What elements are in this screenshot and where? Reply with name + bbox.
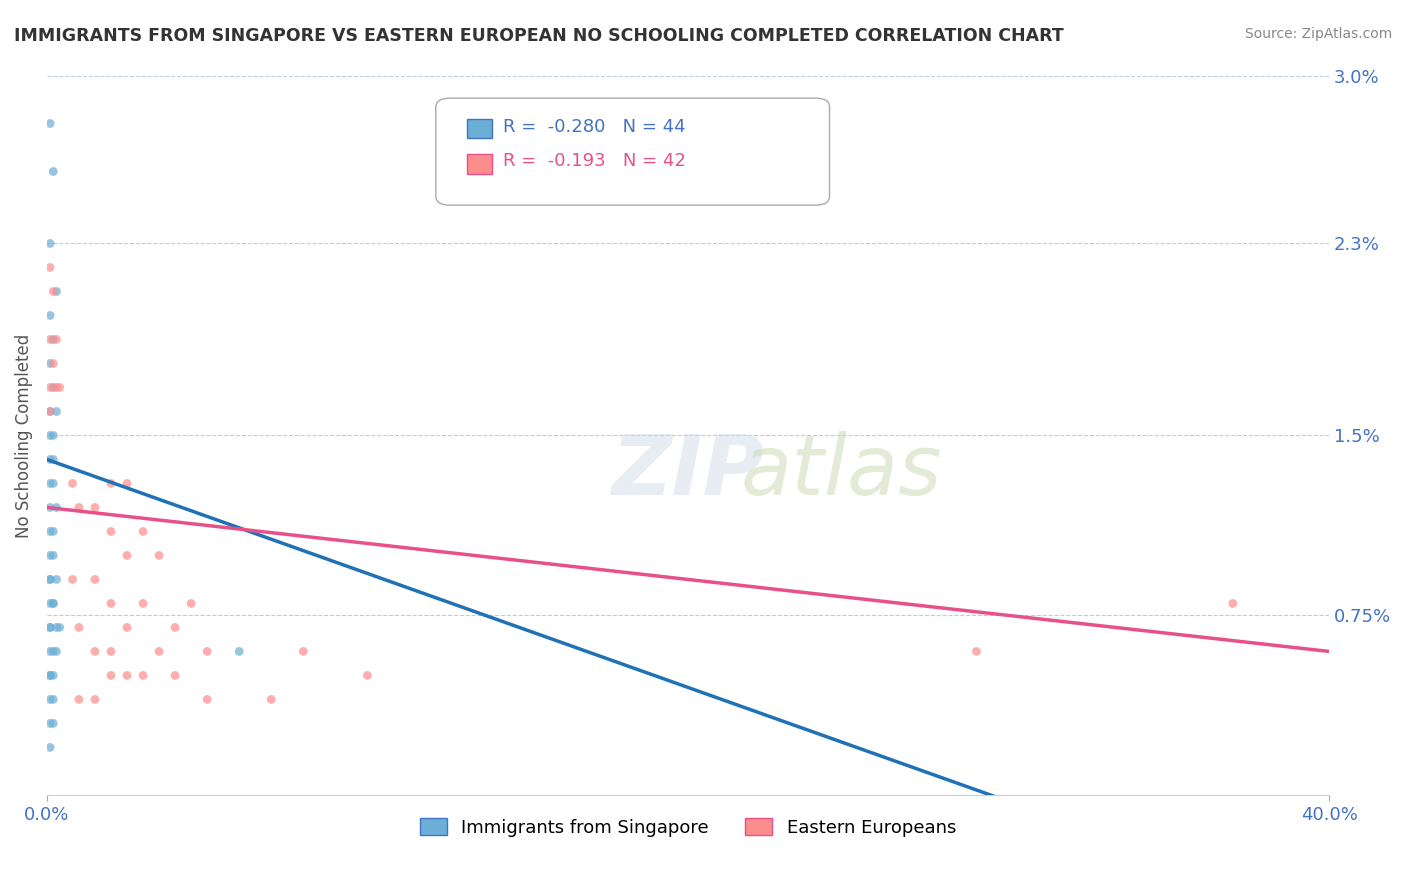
Point <box>39 380 62 394</box>
Point <box>965 644 987 658</box>
Point <box>39 404 62 418</box>
Point <box>39 309 62 323</box>
Point <box>45 333 67 347</box>
Point <box>42 668 65 682</box>
Text: IMMIGRANTS FROM SINGAPORE VS EASTERN EUROPEAN NO SCHOOLING COMPLETED CORRELATION: IMMIGRANTS FROM SINGAPORE VS EASTERN EUR… <box>14 27 1064 45</box>
Point <box>39 740 62 755</box>
Text: R =  -0.280   N = 44: R = -0.280 N = 44 <box>503 118 686 136</box>
Point <box>39 236 62 251</box>
Point <box>292 644 315 658</box>
Point <box>45 500 67 515</box>
Point <box>260 692 283 706</box>
Point <box>39 573 62 587</box>
Point <box>100 476 122 491</box>
Point <box>39 668 62 682</box>
Point <box>115 476 138 491</box>
Point <box>39 620 62 634</box>
Point <box>42 285 65 299</box>
Point <box>132 524 155 539</box>
Point <box>180 596 202 610</box>
Point <box>39 692 62 706</box>
Point <box>42 476 65 491</box>
Point <box>1222 596 1244 610</box>
Point <box>132 668 155 682</box>
Point <box>115 668 138 682</box>
Point <box>42 333 65 347</box>
Text: Source: ZipAtlas.com: Source: ZipAtlas.com <box>1244 27 1392 41</box>
Point <box>45 404 67 418</box>
Point <box>39 668 62 682</box>
Point <box>67 692 90 706</box>
Point <box>42 692 65 706</box>
Point <box>148 549 170 563</box>
Point <box>42 380 65 394</box>
Point <box>195 644 218 658</box>
Point <box>67 620 90 634</box>
Point <box>62 573 84 587</box>
Point <box>45 573 67 587</box>
Point <box>67 500 90 515</box>
Point <box>42 596 65 610</box>
Point <box>39 644 62 658</box>
Point <box>84 692 107 706</box>
Point <box>39 620 62 634</box>
Point <box>45 380 67 394</box>
Point <box>356 668 378 682</box>
Point <box>165 620 187 634</box>
Text: ZIP: ZIP <box>612 431 765 512</box>
Point <box>39 356 62 370</box>
Point <box>39 500 62 515</box>
Point <box>39 333 62 347</box>
Point <box>39 476 62 491</box>
Point <box>165 668 187 682</box>
Point <box>45 644 67 658</box>
Point <box>148 644 170 658</box>
Legend: Immigrants from Singapore, Eastern Europeans: Immigrants from Singapore, Eastern Europ… <box>412 811 963 844</box>
Text: R =  -0.193   N = 42: R = -0.193 N = 42 <box>503 152 686 169</box>
Point <box>100 644 122 658</box>
Point <box>228 644 250 658</box>
Point <box>39 549 62 563</box>
Point <box>42 524 65 539</box>
Point <box>42 644 65 658</box>
Point <box>100 596 122 610</box>
Point <box>39 404 62 418</box>
Point <box>42 164 65 178</box>
Point <box>100 668 122 682</box>
Point <box>39 716 62 731</box>
Point <box>115 620 138 634</box>
Point <box>42 428 65 442</box>
Point <box>39 260 62 275</box>
Point <box>62 476 84 491</box>
Point <box>48 380 70 394</box>
Point <box>48 620 70 634</box>
Point <box>42 452 65 467</box>
Point <box>39 428 62 442</box>
Point <box>39 452 62 467</box>
Point <box>115 549 138 563</box>
Point <box>84 644 107 658</box>
Point <box>42 716 65 731</box>
Point <box>195 692 218 706</box>
Point <box>39 596 62 610</box>
Point <box>42 596 65 610</box>
Point <box>42 549 65 563</box>
Point <box>132 596 155 610</box>
Point <box>84 500 107 515</box>
Point <box>42 356 65 370</box>
Point <box>39 116 62 130</box>
Point <box>84 573 107 587</box>
Point <box>100 524 122 539</box>
Point <box>39 524 62 539</box>
Point <box>45 285 67 299</box>
Point <box>39 573 62 587</box>
Y-axis label: No Schooling Completed: No Schooling Completed <box>15 334 32 538</box>
Text: atlas: atlas <box>741 431 942 512</box>
Point <box>45 620 67 634</box>
